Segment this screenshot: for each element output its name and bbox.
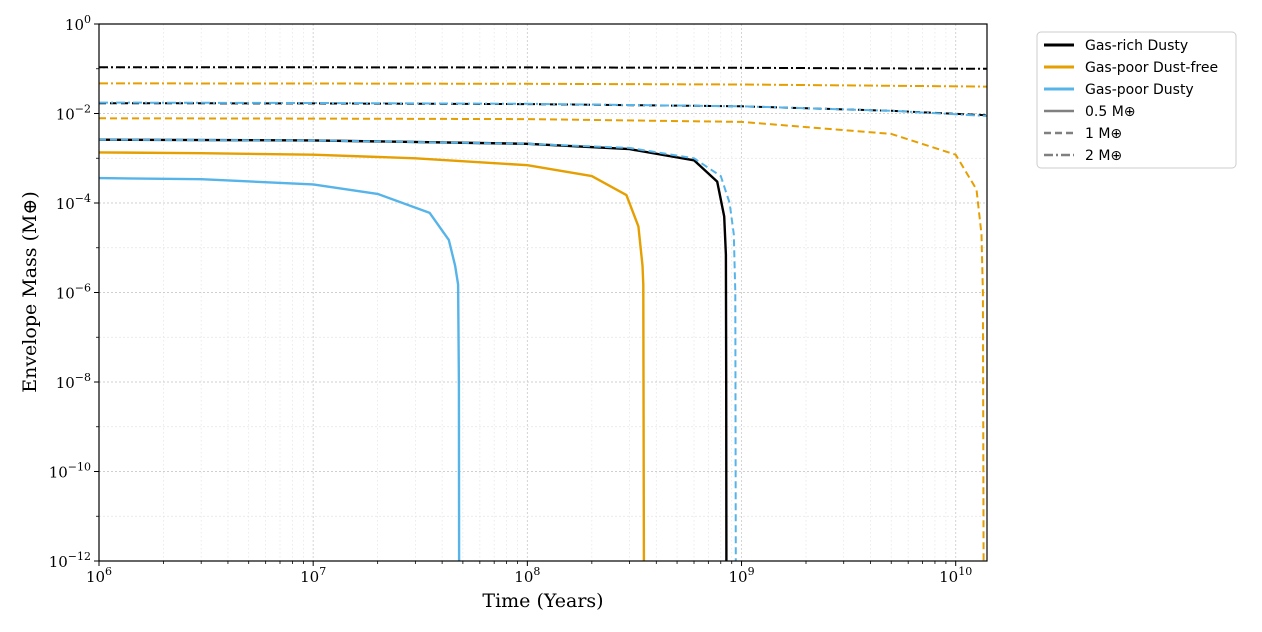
series-line: [99, 101, 987, 117]
legend-frame: [1036, 31, 1237, 169]
x-tick-label: 107: [300, 565, 326, 586]
legend-label: 0.5 M⊕: [1085, 104, 1136, 120]
series-group: [99, 66, 987, 561]
legend: Gas-rich Dusty Gas-poor Dust-free Gas-poor…: [1036, 31, 1237, 169]
y-tick-label: 10−4: [56, 192, 91, 213]
y-tick-label: 10−8: [56, 371, 91, 392]
series-line: [99, 117, 985, 561]
legend-label: Gas-poor Dust-free: [1085, 60, 1218, 76]
y-tick-label: 10−2: [56, 103, 91, 124]
y-tick-label: 10−6: [56, 282, 91, 303]
series-line: [99, 176, 461, 561]
y-tick-label: 10−12: [49, 550, 91, 571]
x-tick-label: 108: [514, 565, 540, 586]
legend-label: Gas-rich Dusty: [1085, 38, 1188, 54]
axis-ticks: 106 107 108 109 1010 100 10−2 10−4 10−6 10−8 10−10…: [49, 13, 973, 586]
x-axis-label: Time (Years): [482, 590, 603, 612]
y-tick-label: 100: [65, 13, 91, 34]
x-tick-label: 106: [86, 565, 112, 586]
y-axis-label: Envelope Mass (M⊕): [19, 191, 41, 393]
x-tick-label: 109: [728, 565, 754, 586]
y-tick-label: 10−10: [49, 461, 91, 482]
series-line: [99, 66, 987, 70]
series-line: [99, 151, 646, 561]
legend-label: Gas-poor Dusty: [1085, 82, 1194, 98]
legend-label: 1 M⊕: [1085, 126, 1122, 142]
series-line: [99, 82, 987, 88]
series-line: [99, 138, 737, 561]
legend-label: 2 M⊕: [1085, 148, 1122, 164]
x-tick-label: 1010: [939, 565, 972, 586]
